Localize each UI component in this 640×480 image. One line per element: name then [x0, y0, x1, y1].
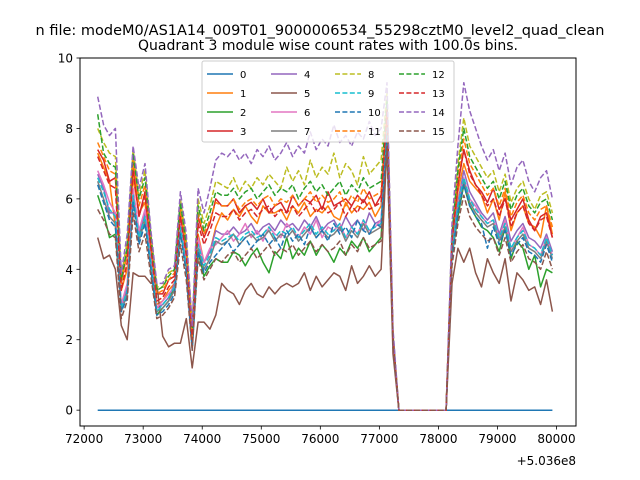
x-tick-label: 77000 [360, 432, 398, 446]
y-tick-label: 2 [65, 333, 73, 347]
legend-label-7: 7 [304, 127, 310, 138]
series-line-7 [96, 131, 554, 411]
plot-frame [79, 57, 577, 427]
series-line-11 [97, 103, 554, 411]
series-line-5 [96, 145, 554, 411]
series-line-8 [97, 92, 554, 411]
legend-label-2: 2 [240, 108, 246, 119]
legend-label-8: 8 [368, 70, 374, 81]
y-tick-label: 0 [65, 404, 73, 418]
y-tick-label: 6 [65, 192, 73, 206]
x-tick-label: 72000 [65, 432, 103, 446]
legend-label-14: 14 [432, 108, 445, 119]
series-line-15 [97, 145, 554, 411]
legend-label-6: 6 [304, 108, 310, 119]
series-line-13 [97, 110, 554, 411]
legend-label-0: 0 [240, 70, 246, 81]
series-line-3 [97, 110, 554, 411]
legend-label-10: 10 [368, 108, 381, 119]
legend-label-4: 4 [304, 70, 310, 81]
x-offset-label: +5.036e8 [517, 454, 576, 468]
legend-label-1: 1 [240, 89, 246, 100]
x-tick-label: 78000 [419, 432, 457, 446]
legend-label-12: 12 [432, 70, 445, 81]
x-tick-label: 79000 [478, 432, 516, 446]
y-tick-label: 8 [65, 122, 73, 136]
y-tick-label: 10 [58, 52, 73, 66]
legend-box [201, 60, 455, 143]
x-tick-label: 76000 [301, 432, 339, 446]
series-line-10 [96, 134, 554, 411]
x-tick-label: 75000 [242, 432, 280, 446]
y-tick-label: 4 [65, 263, 73, 277]
series-line-1 [97, 117, 554, 411]
x-tick-label: 80000 [537, 432, 575, 446]
series-line-12 [96, 99, 554, 411]
legend-label-15: 15 [432, 127, 445, 138]
legend-label-5: 5 [304, 89, 310, 100]
legend-label-11: 11 [368, 127, 381, 138]
x-tick-label: 74000 [183, 432, 221, 446]
series-line-4 [97, 127, 554, 411]
chart-title: Quadrant 3 module wise count rates with … [138, 38, 518, 54]
legend-label-9: 9 [368, 89, 374, 100]
chart-suptitle: n file: modeM0/AS1A14_009T01_9000006534_… [36, 23, 605, 39]
series-line-9 [97, 127, 554, 411]
x-tick-label: 73000 [124, 432, 162, 446]
legend-label-3: 3 [240, 127, 246, 138]
legend-label-13: 13 [432, 89, 445, 100]
tick-layer: 72000 73000 74000 75000 76000 77000 78000 79000… [58, 52, 576, 447]
